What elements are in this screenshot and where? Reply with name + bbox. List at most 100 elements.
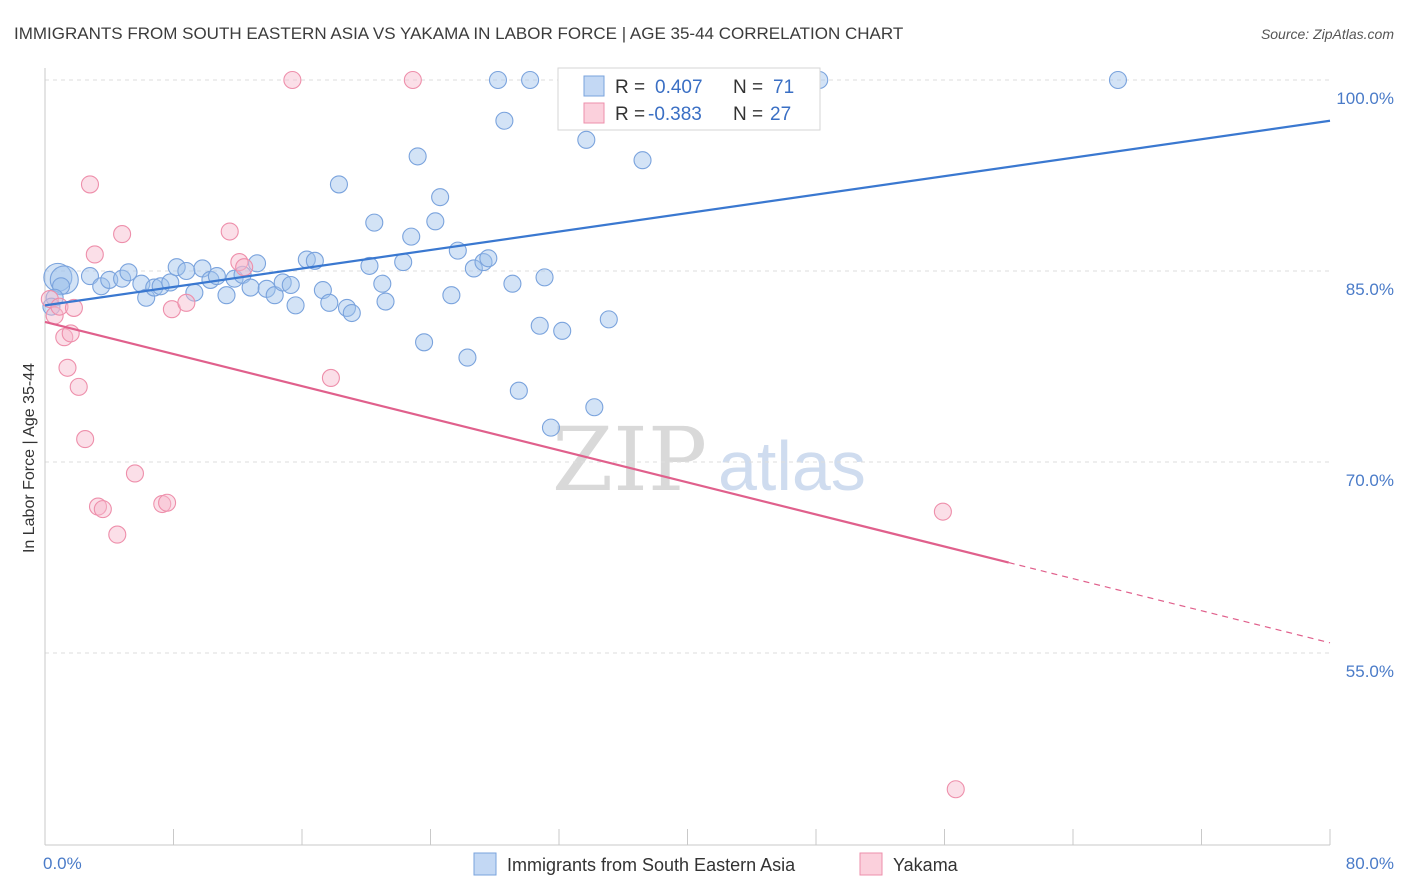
- x-tick-label-min: 0.0%: [43, 854, 82, 873]
- series-1-point-59: [530, 316, 549, 335]
- series-1-point-66: [599, 310, 618, 329]
- series-2-point-13: [108, 525, 127, 544]
- chart-source: Source: ZipAtlas.com: [1261, 26, 1394, 42]
- series-1-point-50: [458, 348, 477, 367]
- series-2-point-27: [946, 780, 965, 799]
- stats-r-label-2: R =: [615, 104, 645, 125]
- series-1-point-48: [442, 286, 461, 305]
- series-1-point-37: [342, 303, 361, 323]
- legend-swatch-series-1: [473, 852, 497, 876]
- legend-label-series-2: Yakama: [893, 855, 959, 875]
- legend-label-series-1: Immigrants from South Eastern Asia: [507, 855, 796, 875]
- series-1-point-53: [479, 249, 498, 268]
- scatter-points: [40, 70, 1128, 799]
- series-1-point-24: [241, 278, 260, 297]
- series-2-point-15: [125, 464, 144, 483]
- series-2-point-7: [69, 377, 88, 396]
- stats-r-label-1: R =: [615, 77, 645, 98]
- bottom-legend: Immigrants from South Eastern Asia Yakam…: [473, 852, 959, 876]
- series-1-point-44: [408, 147, 427, 166]
- series-1-point-35: [329, 175, 348, 194]
- stats-swatch-series-1: [583, 75, 605, 97]
- series-1-point-30: [286, 296, 305, 315]
- series-2-point-10: [85, 245, 104, 264]
- series-1-point-60: [535, 268, 554, 287]
- series-1-point-43: [402, 227, 421, 246]
- series-2-point-14: [113, 225, 132, 244]
- series-1-point-56: [503, 274, 522, 293]
- series-2-point-4: [58, 358, 77, 377]
- stats-n-label-2: N =: [733, 104, 763, 125]
- series-1-point-45: [415, 333, 434, 352]
- y-tick-label-0: 100.0%: [1336, 89, 1394, 108]
- series-1-point-34: [320, 293, 339, 312]
- stats-legend: R = 0.407 N = 71 R = -0.383 N = 27: [557, 67, 821, 131]
- series-1-point-29: [281, 275, 300, 295]
- series-1-point-36: [337, 298, 357, 317]
- series-1-point-57: [509, 381, 528, 400]
- series-1-point-64: [577, 130, 596, 149]
- watermark-atlas: atlas: [718, 427, 866, 505]
- stats-swatch-series-2: [583, 102, 605, 124]
- stats-n-label-1: N =: [733, 77, 763, 98]
- series-1-trend-line: [44, 119, 1331, 307]
- gridlines: [45, 79, 1330, 654]
- series-1-point-54: [488, 70, 508, 90]
- series-1-point-70: [1108, 70, 1128, 90]
- series-2-point-20: [220, 222, 239, 241]
- series-1-point-47: [431, 188, 450, 207]
- stats-n-value-1: 71: [773, 77, 794, 98]
- watermark-zip: ZIP: [552, 408, 707, 511]
- stats-r-value-1: 0.407: [655, 77, 703, 98]
- series-1-point-16: [177, 261, 196, 281]
- series-2-point-19: [177, 293, 196, 312]
- series-1-point-15: [167, 258, 186, 277]
- series-1-point-13: [151, 277, 170, 296]
- series-1-point-7: [100, 270, 119, 289]
- series-1-point-2: [52, 277, 71, 296]
- series-2-points: [40, 70, 965, 799]
- series-1-point-46: [426, 212, 445, 231]
- series-2-point-8: [76, 430, 95, 449]
- series-1-point-61: [541, 418, 561, 437]
- series-2-point-23: [283, 70, 302, 90]
- series-2-point-6: [64, 298, 83, 317]
- series-2-point-9: [80, 175, 100, 194]
- y-tick-label-3: 55.0%: [1346, 662, 1394, 681]
- series-2-point-11: [88, 497, 108, 516]
- y-tick-label-1: 85.0%: [1346, 280, 1394, 299]
- series-1-point-40: [373, 274, 392, 293]
- series-1-point-39: [365, 213, 384, 232]
- chart-title: IMMIGRANTS FROM SOUTH EASTERN ASIA VS YA…: [14, 24, 903, 43]
- series-1-point-65: [585, 398, 604, 417]
- stats-n-value-2: 27: [770, 104, 791, 125]
- watermark: ZIP atlas: [552, 408, 866, 511]
- x-tick-label-max: 80.0%: [1346, 854, 1394, 873]
- trend-lines: [44, 119, 1331, 644]
- stats-r-value-2: -0.383: [648, 104, 702, 125]
- series-2-point-21: [230, 253, 249, 272]
- series-2-point-25: [403, 70, 422, 90]
- series-2-point-17: [158, 493, 177, 512]
- series-1-point-42: [394, 253, 413, 272]
- y-tick-labels: 100.0% 85.0% 70.0% 55.0%: [1336, 89, 1394, 681]
- series-1-point-38: [360, 256, 379, 275]
- series-2-point-24: [321, 368, 340, 388]
- series-1-point-55: [495, 111, 514, 130]
- series-1-point-5: [80, 267, 100, 286]
- series-2-point-26: [933, 502, 952, 521]
- series-1-point-51: [464, 259, 483, 278]
- series-2-trend-extension: [1008, 562, 1331, 644]
- series-1-point-41: [376, 292, 395, 311]
- y-axis-title: In Labor Force | Age 35-44: [21, 363, 38, 553]
- series-1-point-62: [553, 321, 572, 340]
- legend-swatch-series-2: [859, 852, 883, 876]
- series-2-trend-line: [44, 320, 1010, 564]
- series-1-point-21: [217, 286, 236, 305]
- series-1-point-67: [633, 151, 652, 170]
- series-1-point-27: [265, 286, 284, 305]
- x-ticks: [44, 829, 1331, 845]
- series-2-point-12: [93, 500, 112, 519]
- series-1-point-58: [521, 70, 540, 90]
